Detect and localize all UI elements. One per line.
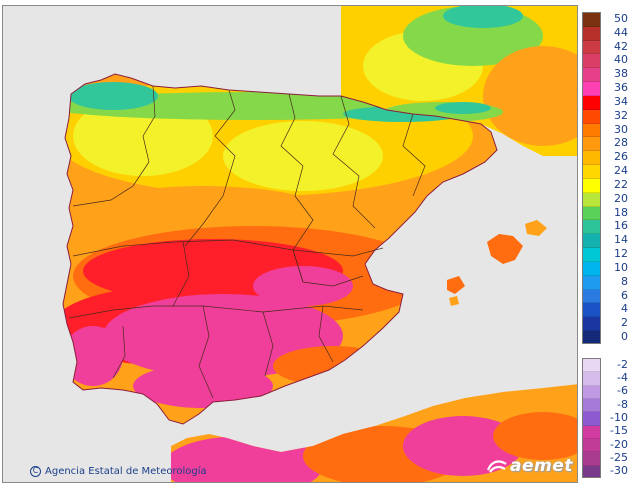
legend-label: 12	[614, 247, 628, 261]
legend-swatch	[583, 331, 600, 343]
legend-swatch	[583, 95, 600, 110]
legend-bar-negative	[582, 358, 601, 478]
legend-swatch	[583, 206, 600, 221]
legend-label: 26	[614, 150, 628, 164]
legend-label: -10	[610, 411, 628, 424]
legend-swatch	[583, 192, 600, 207]
legend-swatch	[583, 261, 600, 276]
aemet-logo: aemet	[486, 455, 573, 477]
legend-label: 8	[621, 274, 628, 288]
legend-label: -2	[617, 357, 628, 371]
legend-label: 32	[614, 108, 628, 122]
legend-label: 20	[614, 191, 628, 205]
iberia-region	[63, 74, 497, 424]
legend-label: 10	[614, 260, 628, 274]
legend-label: -8	[617, 397, 628, 411]
legend-swatch	[583, 165, 600, 179]
logo-text: aemet	[510, 456, 573, 476]
legend-label: -6	[617, 384, 628, 398]
legend-swatch	[583, 398, 600, 413]
legend-label: -15	[610, 424, 628, 438]
legend-swatch	[583, 303, 600, 318]
legend-label: 22	[614, 177, 628, 191]
legend-label: 14	[614, 233, 628, 247]
legend-swatch	[583, 248, 600, 262]
legend-label: 28	[614, 136, 628, 150]
legend-label: 36	[614, 81, 628, 95]
legend-labels: 50 44 42 40 38 36 34 32 30 28 26 24 22 20 18 16 14 12 10 8 6…	[603, 12, 628, 488]
map-canvas	[3, 6, 577, 482]
legend-swatch	[583, 317, 600, 332]
legend-swatch	[583, 151, 600, 166]
legend-label: 16	[614, 219, 628, 233]
legend-swatch	[583, 26, 600, 41]
legend-label: 34	[614, 94, 628, 108]
legend-label: 24	[614, 164, 628, 178]
legend-label: 0	[621, 330, 628, 344]
legend-swatch	[583, 13, 600, 27]
credit-text: Agencia Estatal de Meteorología	[45, 465, 207, 477]
legend-label: -20	[610, 437, 628, 451]
legend-label: 6	[621, 288, 628, 302]
legend-label: 40	[614, 53, 628, 67]
region-borders	[68, 85, 426, 399]
legend-swatch	[583, 178, 600, 193]
legend-swatch	[583, 137, 600, 152]
legend-label: -30	[610, 464, 628, 478]
legend-label: 42	[614, 39, 628, 53]
legend-label: 4	[621, 302, 628, 316]
legend-label: 38	[614, 67, 628, 81]
balearic-islands	[447, 220, 547, 306]
legend-label: -4	[617, 371, 628, 384]
legend-swatch	[583, 412, 600, 426]
legend-label: 50	[614, 11, 628, 25]
aemet-credit: C Agencia Estatal de Meteorología	[30, 463, 207, 479]
legend-swatch	[583, 40, 600, 55]
legend-swatch	[583, 438, 600, 453]
legend-swatch	[583, 275, 600, 290]
legend-swatch	[583, 109, 600, 124]
legend-swatch	[583, 465, 600, 477]
legend-swatch	[583, 385, 600, 399]
legend-bar-positive	[582, 12, 601, 344]
legend-label: 44	[614, 25, 628, 39]
copyright-icon: C	[30, 465, 41, 477]
legend-swatch	[583, 234, 600, 249]
legend-label: 30	[614, 122, 628, 136]
legend-swatch	[583, 68, 600, 83]
legend-swatch	[583, 372, 600, 386]
logo-swirl-icon	[486, 460, 507, 473]
temperature-map	[2, 5, 578, 483]
legend-swatch	[583, 289, 600, 304]
legend-label: -25	[610, 451, 628, 464]
legend-label: 18	[614, 205, 628, 219]
legend-swatch	[583, 82, 600, 96]
legend-swatch	[583, 123, 600, 138]
legend-swatch	[583, 359, 600, 373]
legend-swatch	[583, 220, 600, 235]
legend-swatch	[583, 425, 600, 439]
temperature-legend: 50 44 42 40 38 36 34 32 30 28 26 24 22 20 18 16 14 12 10 8 6…	[582, 12, 628, 488]
legend-swatch	[583, 452, 600, 466]
legend-swatch	[583, 54, 600, 69]
legend-label: 2	[621, 316, 628, 330]
